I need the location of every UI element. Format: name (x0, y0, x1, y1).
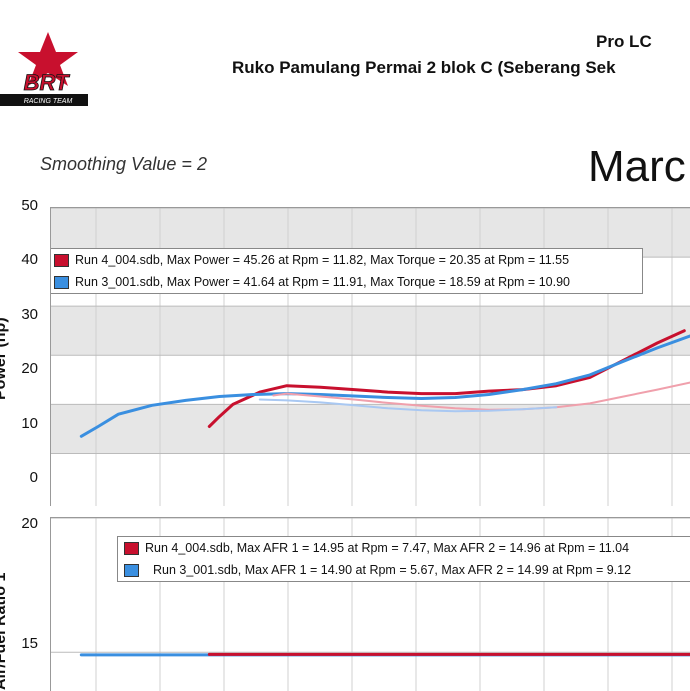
afr-chart: Run 4_004.sdb, Max AFR 1 = 14.95 at Rpm … (50, 517, 690, 691)
smoothing-label: Smoothing Value = 2 (40, 154, 207, 174)
ytick-label: 40 (21, 251, 38, 268)
company-address: Ruko Pamulang Permai 2 blok C (Seberang … (232, 58, 616, 77)
afr-legend: Run 4_004.sdb, Max AFR 1 = 14.95 at Rpm … (117, 536, 690, 582)
ytick-label: 10 (21, 415, 38, 432)
legend-item: Run 4_004.sdb, Max AFR 1 = 14.95 at Rpm … (118, 537, 690, 559)
power-chart: Run 4_004.sdb, Max Power = 45.26 at Rpm … (50, 207, 690, 506)
legend-text: Run 4_004.sdb, Max Power = 45.26 at Rpm … (75, 253, 570, 267)
legend-text: Run 4_004.sdb, Max AFR 1 = 14.95 at Rpm … (145, 541, 630, 555)
company-name: Pro LC (596, 32, 652, 51)
ytick-label: 50 (21, 197, 38, 214)
legend-item: Run 3_001.sdb, Max Power = 41.64 at Rpm … (51, 271, 642, 293)
series-line-torque-run-4-004-sdb (272, 381, 690, 411)
ytick-label: 20 (21, 515, 38, 532)
ytick-label: 30 (21, 306, 38, 323)
legend-item: Run 3_001.sdb, Max AFR 1 = 14.90 at Rpm … (118, 559, 690, 581)
legend-item: Run 4_004.sdb, Max Power = 45.26 at Rpm … (51, 249, 642, 271)
grid-band (51, 404, 690, 454)
legend-swatch-run3 (124, 563, 139, 577)
power-plot (51, 208, 690, 506)
legend-swatch-run4 (124, 541, 139, 555)
logo-star (18, 32, 78, 86)
power-legend: Run 4_004.sdb, Max Power = 45.26 at Rpm … (51, 248, 643, 294)
ytick-label: 15 (21, 635, 38, 652)
legend-swatch-run4 (54, 253, 69, 267)
power-axis-label: Power (hp) (0, 317, 9, 400)
series-line-power-run-3-001-sdb (79, 334, 690, 438)
logo-subtext: RACING TEAM (24, 98, 73, 105)
legend-text: Run 3_001.sdb, Max Power = 41.64 at Rpm … (75, 275, 570, 289)
afr-axis-label: Air/Fuel Ratio 1 (0, 573, 9, 690)
afr-plot (51, 518, 690, 691)
chart-title: Marc (588, 142, 686, 191)
series-line-torque-run-3-001-sdb (258, 398, 558, 413)
ytick-label: 20 (21, 360, 38, 377)
logo-text: BRT (24, 70, 70, 95)
legend-swatch-run3 (54, 275, 69, 289)
grid-band (51, 306, 690, 356)
brt-logo: BRT RACING TEAM (0, 32, 88, 106)
ytick-label: 0 (29, 469, 38, 486)
legend-text: Run 3_001.sdb, Max AFR 1 = 14.90 at Rpm … (153, 563, 632, 577)
